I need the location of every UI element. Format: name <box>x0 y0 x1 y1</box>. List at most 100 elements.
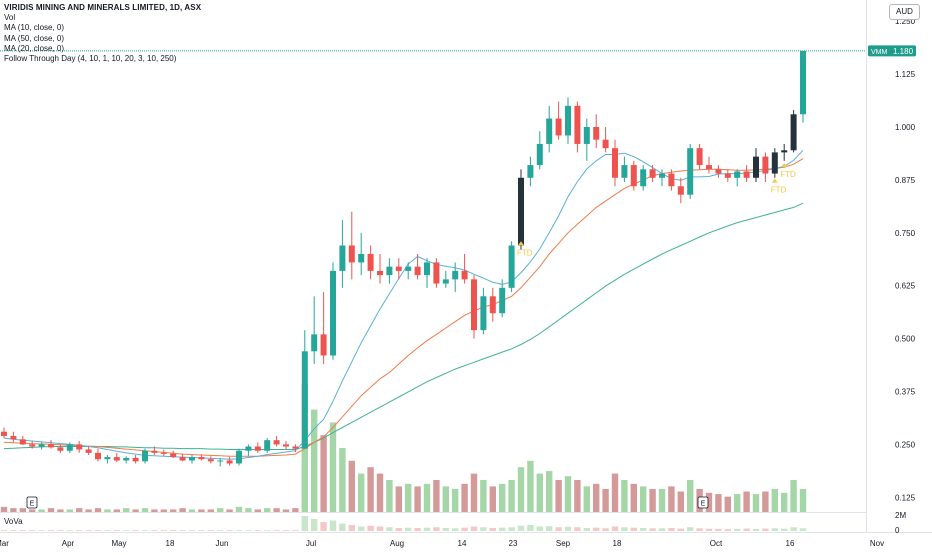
vova-bar <box>668 528 675 531</box>
volume-bar <box>47 508 55 512</box>
volume-bar <box>358 473 365 512</box>
volume-bar <box>546 471 553 512</box>
volume-bar <box>226 509 233 512</box>
candle-body <box>518 177 524 246</box>
candle-body <box>66 444 73 451</box>
candle-body <box>207 459 214 462</box>
vova-bar <box>179 530 186 531</box>
candle-body <box>189 457 195 461</box>
vova-bar <box>640 528 647 531</box>
earnings-marker <box>697 496 709 509</box>
volume-bar <box>386 480 393 512</box>
vova-bar <box>113 530 120 531</box>
vova-bar <box>696 528 703 531</box>
vova-bar <box>57 530 64 531</box>
candle-body <box>142 450 148 462</box>
vova-bar <box>743 528 750 531</box>
price-axis-tick: 0.125 <box>895 493 916 502</box>
volume-bar <box>536 473 543 512</box>
vova-bar <box>499 527 506 531</box>
candle-body <box>724 173 731 178</box>
vova-bar <box>715 528 722 531</box>
ftd-signal-label: FTD <box>517 248 533 257</box>
legend-ma50[interactable]: MA (50, close, 0) <box>4 33 65 43</box>
price-axis-tick: 1.000 <box>895 123 916 132</box>
price-axis-tick: 1.125 <box>895 70 916 79</box>
vova-bar <box>762 528 769 531</box>
candle-body <box>85 449 92 453</box>
candle-body <box>433 262 440 284</box>
vova-bar <box>47 530 55 531</box>
volume-bar <box>132 509 139 512</box>
candle-body <box>687 148 694 195</box>
volume-bar <box>339 448 346 512</box>
vova-bar <box>358 526 365 531</box>
volume-bar <box>104 509 111 512</box>
candle-body <box>536 143 543 166</box>
candle-body <box>264 440 271 451</box>
vova-bar <box>311 519 318 531</box>
vova-bar <box>217 530 224 531</box>
candle-body <box>38 444 45 447</box>
volume-bar <box>461 483 468 512</box>
time-axis-tick: 23 <box>509 539 518 548</box>
candle-body <box>800 50 806 115</box>
candle-body <box>677 186 684 195</box>
time-axis-tick: Mar <box>0 539 9 548</box>
vova-bar <box>546 526 553 531</box>
volume-bar <box>602 488 609 512</box>
candle-body <box>10 435 17 440</box>
candle-body <box>76 444 83 450</box>
vova-bar <box>38 530 45 531</box>
candle-body <box>659 173 665 178</box>
candle-body <box>555 118 562 136</box>
volume-bar <box>762 491 769 512</box>
time-axis-tick: 16 <box>786 539 795 548</box>
vova-bar <box>527 525 534 531</box>
volume-bar <box>668 486 675 512</box>
candle-body <box>104 457 111 460</box>
legend-ma20[interactable]: MA (20, close, 0) <box>4 43 65 53</box>
candle-body <box>480 296 487 331</box>
legend-follow-through-day[interactable]: Follow Through Day (4, 10, 1, 10, 20, 3,… <box>4 54 177 64</box>
legend-symbol-title[interactable]: VIRIDIS MINING AND MINERALS LIMITED, 1D,… <box>4 3 202 12</box>
candle-body <box>1 431 7 436</box>
vova-bar <box>564 526 572 531</box>
earnings-marker-label: E <box>30 501 35 508</box>
vova-pane-label[interactable]: VoVa <box>4 517 23 526</box>
legend-ma10[interactable]: MA (10, close, 0) <box>4 23 65 33</box>
candle-body <box>715 169 722 174</box>
candle-body <box>160 452 167 454</box>
candle-body <box>630 165 637 187</box>
volume-bar <box>687 480 694 512</box>
volume-bar <box>583 486 590 512</box>
volume-bar <box>66 509 73 512</box>
vova-bar <box>433 527 440 531</box>
vova-bar <box>611 526 619 531</box>
candle-body <box>602 139 609 149</box>
candle-body <box>348 245 355 263</box>
volume-bar <box>376 473 384 512</box>
volume-bar <box>273 508 280 512</box>
ftd-signal-label: FTD <box>780 170 796 179</box>
earnings-marker-label: E <box>701 501 706 508</box>
candle-body <box>226 460 233 464</box>
volume-bar <box>705 492 713 512</box>
vova-bar <box>555 527 562 531</box>
currency-button[interactable]: AUD <box>889 4 920 20</box>
candle-body <box>19 439 26 445</box>
vova-bar <box>320 522 327 531</box>
volume-bar <box>292 508 299 512</box>
volume-bar <box>790 480 797 512</box>
last-price-tag-symbol: VMM <box>871 49 888 56</box>
legend-volume[interactable]: Vol <box>4 13 16 23</box>
vova-bar <box>442 528 449 531</box>
volume-bar <box>188 509 196 512</box>
candle-body <box>583 127 590 144</box>
volume-bar <box>499 483 506 512</box>
volume-bar <box>743 491 750 512</box>
time-axis-tick: Apr <box>62 539 75 548</box>
vova-bar <box>170 530 177 531</box>
